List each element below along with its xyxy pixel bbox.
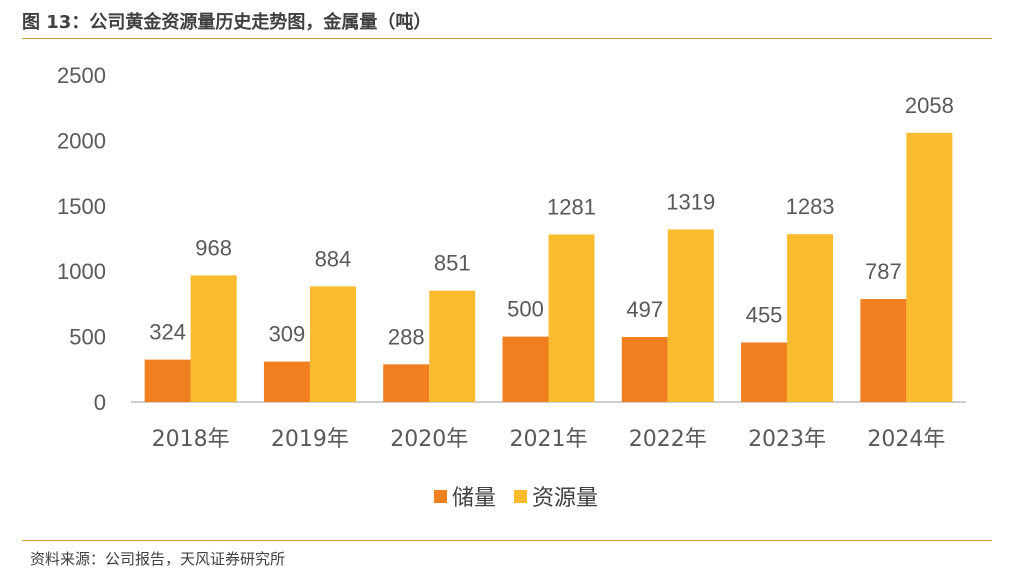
bar-resource xyxy=(787,234,834,402)
data-label-resource: 2058 xyxy=(905,93,954,118)
bar-resource xyxy=(190,275,237,402)
legend-swatch-resource xyxy=(514,490,528,503)
source-note: 资料来源：公司报告，天风证券研究所 xyxy=(30,550,286,568)
y-tick-label: 2000 xyxy=(57,128,106,153)
legend-swatch-reserve xyxy=(434,490,447,503)
bottom-divider xyxy=(22,540,992,541)
data-label-reserve: 497 xyxy=(626,297,663,322)
data-label-resource: 1319 xyxy=(666,189,715,214)
bar-reserve xyxy=(263,361,310,402)
bar-resource xyxy=(548,234,595,402)
legend-label-resource: 资源量 xyxy=(532,486,598,511)
bar-resource xyxy=(309,286,356,402)
y-tick-label: 0 xyxy=(94,390,106,415)
legend-label-reserve: 储量 xyxy=(452,486,496,511)
bar-resource xyxy=(667,229,714,402)
data-label-reserve: 309 xyxy=(269,322,306,347)
y-tick-label: 500 xyxy=(69,325,106,350)
bar-reserve xyxy=(144,359,191,402)
x-tick-label: 2021年 xyxy=(510,427,588,452)
y-tick-label: 2500 xyxy=(57,63,106,88)
data-label-resource: 1283 xyxy=(786,194,835,219)
x-tick-label: 2023年 xyxy=(748,427,826,452)
data-label-resource: 884 xyxy=(315,246,352,271)
data-label-reserve: 324 xyxy=(149,320,186,345)
x-tick-label: 2019年 xyxy=(271,427,349,452)
bar-reserve xyxy=(502,336,549,402)
bar-reserve xyxy=(621,336,668,402)
bar-resource xyxy=(429,290,476,402)
x-tick-label: 2018年 xyxy=(152,427,230,452)
data-label-resource: 851 xyxy=(434,251,471,276)
x-tick-label: 2024年 xyxy=(867,427,945,452)
x-tick-label: 2022年 xyxy=(629,427,707,452)
data-label-reserve: 787 xyxy=(865,259,902,284)
data-label-resource: 1281 xyxy=(547,194,596,219)
bar-resource xyxy=(906,132,953,402)
top-divider xyxy=(22,38,992,39)
chart-title: 图 13：公司黄金资源量历史走势图，金属量（吨） xyxy=(22,12,432,33)
x-tick-label: 2020年 xyxy=(390,427,468,452)
bar-reserve xyxy=(383,364,430,402)
bar-reserve xyxy=(741,342,788,402)
data-label-reserve: 455 xyxy=(746,302,783,327)
data-label-resource: 968 xyxy=(195,235,232,260)
data-label-reserve: 500 xyxy=(507,297,544,322)
y-tick-label: 1000 xyxy=(57,259,106,284)
bar-reserve xyxy=(860,299,907,402)
y-tick-label: 1500 xyxy=(57,194,106,219)
data-label-reserve: 288 xyxy=(388,324,425,349)
